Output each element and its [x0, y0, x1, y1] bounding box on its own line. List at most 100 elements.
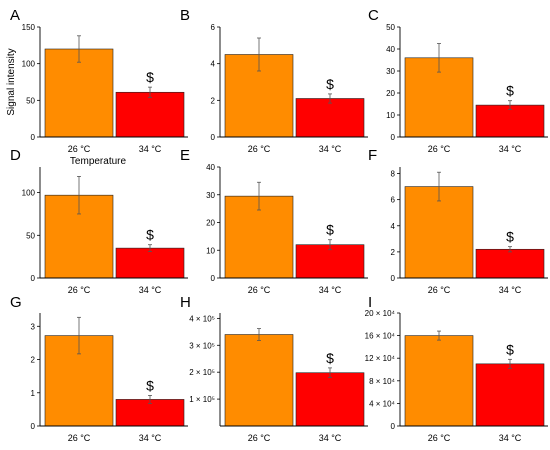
y-tick-label: 4 — [211, 60, 216, 69]
y-tick-label: 2 × 10⁵ — [189, 368, 215, 377]
panel-c: C 26 °C $34 °C 0 10 20 30 40 50 — [368, 7, 548, 154]
y-tick-label: 0 — [391, 133, 396, 142]
y-tick-label: 10 — [386, 111, 395, 120]
category-label: 34 °C — [139, 285, 162, 295]
panel-c-label: C — [368, 7, 379, 24]
category-label: 34 °C — [319, 285, 342, 295]
y-tick-label: 50 — [26, 231, 35, 240]
bar-26c — [404, 335, 474, 427]
y-tick-label: 100 — [22, 189, 36, 198]
significance-marker: $ — [506, 341, 514, 357]
y-tick-label: 0 — [31, 422, 36, 431]
y-tick-label: 3 × 10⁵ — [189, 341, 215, 350]
bar-34c — [115, 399, 185, 427]
y-tick-label: 2 — [391, 248, 396, 257]
y-tick-label: 50 — [26, 96, 35, 105]
y-tick-label: 20 — [206, 219, 215, 228]
category-label: 34 °C — [319, 433, 342, 443]
category-label: 26 °C — [428, 144, 451, 154]
category-label: 26 °C — [68, 285, 91, 295]
x-axis-title: Temperature — [70, 156, 127, 167]
y-tick-label: 1 — [31, 389, 36, 398]
y-tick-label: 6 — [211, 23, 216, 32]
panel-d: D 26 °C $34 °C 0 50 100 — [10, 147, 188, 295]
bar-34c — [295, 98, 365, 138]
significance-marker: $ — [146, 69, 154, 85]
panel-b: B 26 °C $34 °C 0 2 4 6 — [180, 7, 368, 154]
panel-a: A 26 °C $34 °C 0 50 100 150 Signal intensity Tem… — [6, 7, 188, 167]
y-tick-label: 8 × 10⁴ — [369, 377, 395, 386]
category-label: 26 °C — [68, 144, 91, 154]
y-tick-label: 0 — [31, 133, 36, 142]
bar-26c — [404, 186, 474, 279]
y-tick-label: 20 — [386, 89, 395, 98]
category-label: 26 °C — [248, 285, 271, 295]
y-tick-label: 12 × 10⁴ — [365, 354, 396, 363]
y-tick-label: 0 — [211, 133, 216, 142]
panel-i: I 26 °C $34 °C 0 4 × 10⁴ 8 × 10⁴ 12 × 10⁴ 16 × … — [365, 294, 548, 443]
y-tick-label: 4 × 10⁵ — [189, 314, 215, 323]
y-tick-label: 2 — [31, 356, 36, 365]
significance-marker: $ — [506, 229, 514, 245]
y-tick-label: 16 × 10⁴ — [365, 332, 396, 341]
panel-f: F 26 °C $34 °C 0 2 4 6 8 — [368, 147, 548, 295]
panel-g-label: G — [10, 294, 22, 311]
category-label: 34 °C — [139, 433, 162, 443]
panel-h: H 26 °C $34 °C 1 × 10⁵ 2 × 10⁵ 3 × 10⁵ 4 × 10⁵ — [180, 294, 368, 443]
y-tick-label: 100 — [22, 60, 36, 69]
panel-b-label: B — [180, 7, 190, 24]
bar-34c — [115, 91, 185, 138]
y-tick-label: 40 — [206, 163, 215, 172]
panel-g: G 26 °C $34 °C 0 1 2 3 — [10, 294, 188, 443]
y-tick-label: 20 × 10⁴ — [365, 309, 396, 318]
bar-26c — [44, 48, 114, 138]
y-tick-label: 0 — [391, 274, 396, 283]
category-label: 26 °C — [248, 433, 271, 443]
y-tick-label: 0 — [31, 274, 36, 283]
y-tick-label: 4 — [391, 222, 396, 231]
y-tick-label: 30 — [386, 67, 395, 76]
bar-26c — [224, 334, 294, 427]
significance-marker: $ — [146, 377, 154, 393]
y-tick-label: 40 — [386, 45, 395, 54]
y-tick-label: 0 — [391, 422, 396, 431]
category-label: 34 °C — [499, 144, 522, 154]
bar-34c — [115, 247, 185, 279]
y-tick-label: 8 — [391, 170, 396, 179]
category-label: 26 °C — [428, 433, 451, 443]
panel-h-label: H — [180, 294, 191, 311]
y-tick-label: 50 — [386, 23, 395, 32]
panel-e: E 26 °C $34 °C 0 10 20 30 40 — [180, 147, 368, 295]
y-tick-label: 0 — [211, 274, 216, 283]
category-label: 26 °C — [68, 433, 91, 443]
bar-34c — [475, 363, 545, 427]
significance-marker: $ — [326, 76, 334, 92]
significance-marker: $ — [146, 227, 154, 243]
category-label: 34 °C — [319, 144, 342, 154]
category-label: 34 °C — [499, 285, 522, 295]
y-axis-title: Signal intensity — [6, 48, 17, 115]
y-tick-label: 150 — [22, 23, 36, 32]
y-tick-label: 3 — [31, 322, 36, 331]
category-label: 34 °C — [499, 433, 522, 443]
bar-34c — [475, 104, 545, 138]
significance-marker: $ — [326, 350, 334, 366]
panel-f-label: F — [368, 147, 377, 164]
panel-i-label: I — [368, 294, 372, 311]
significance-marker: $ — [326, 222, 334, 238]
bar-34c — [295, 244, 365, 279]
y-tick-label: 6 — [391, 196, 396, 205]
y-tick-label: 4 × 10⁴ — [369, 399, 395, 408]
bar-34c — [475, 248, 545, 279]
category-label: 34 °C — [139, 144, 162, 154]
bar-34c — [295, 372, 365, 427]
category-label: 26 °C — [248, 144, 271, 154]
y-tick-label: 2 — [211, 96, 216, 105]
y-tick-label: 1 × 10⁵ — [189, 395, 215, 404]
category-label: 26 °C — [428, 285, 451, 295]
significance-marker: $ — [506, 83, 514, 99]
y-tick-label: 10 — [206, 246, 215, 255]
panel-d-label: D — [10, 147, 21, 164]
y-tick-label: 30 — [206, 191, 215, 200]
